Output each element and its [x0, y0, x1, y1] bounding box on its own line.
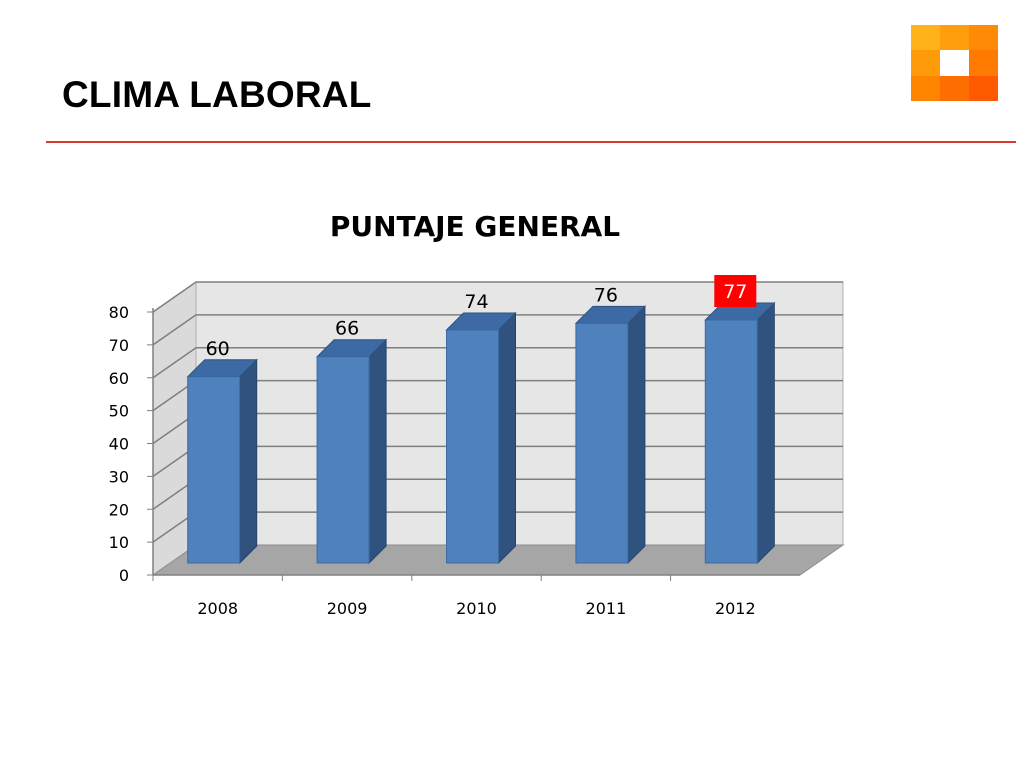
- y-tick-label: 40: [109, 435, 129, 454]
- slide-title: CLIMA LABORAL: [62, 74, 372, 115]
- data-label: 60: [206, 338, 230, 360]
- x-tick-label: 2011: [586, 599, 627, 618]
- bar-side: [756, 301, 775, 565]
- gridline: [152, 281, 843, 313]
- bar-front: [446, 329, 499, 564]
- orange-tile-grid-logo: [911, 25, 998, 101]
- data-label: 77: [723, 281, 747, 303]
- chart-title: PUNTAJE GENERAL: [330, 210, 620, 243]
- bar: [445, 311, 517, 565]
- bar-front: [187, 376, 241, 564]
- title-divider: [46, 141, 1016, 143]
- y-tick-label: 50: [109, 402, 129, 421]
- bar: [704, 301, 776, 565]
- bar-front: [575, 322, 629, 564]
- y-tick-label: 70: [109, 336, 129, 355]
- x-tick-label: 2012: [715, 599, 756, 618]
- bar-side: [498, 311, 516, 565]
- data-label: 66: [335, 318, 359, 340]
- bar-side: [239, 358, 258, 565]
- x-tick-label: 2010: [456, 599, 497, 618]
- y-tick-label: 80: [109, 303, 129, 322]
- bar: [186, 358, 258, 565]
- data-label-highlight-box: [714, 275, 757, 308]
- bar-front: [704, 319, 758, 564]
- bar-side: [627, 305, 646, 565]
- x-tick-label: 2008: [197, 599, 238, 618]
- x-tick-label: 2009: [327, 599, 368, 618]
- data-label: 74: [464, 291, 488, 313]
- bar: [574, 305, 647, 565]
- y-tick-label: 0: [119, 566, 129, 585]
- y-tick-label: 30: [109, 467, 129, 486]
- bar-side: [368, 338, 387, 565]
- bar: [315, 338, 388, 565]
- y-tick-label: 60: [109, 369, 129, 388]
- data-label: 76: [594, 284, 618, 306]
- y-tick-label: 10: [109, 533, 129, 552]
- bar-front: [316, 356, 370, 564]
- y-tick-label: 20: [109, 500, 129, 519]
